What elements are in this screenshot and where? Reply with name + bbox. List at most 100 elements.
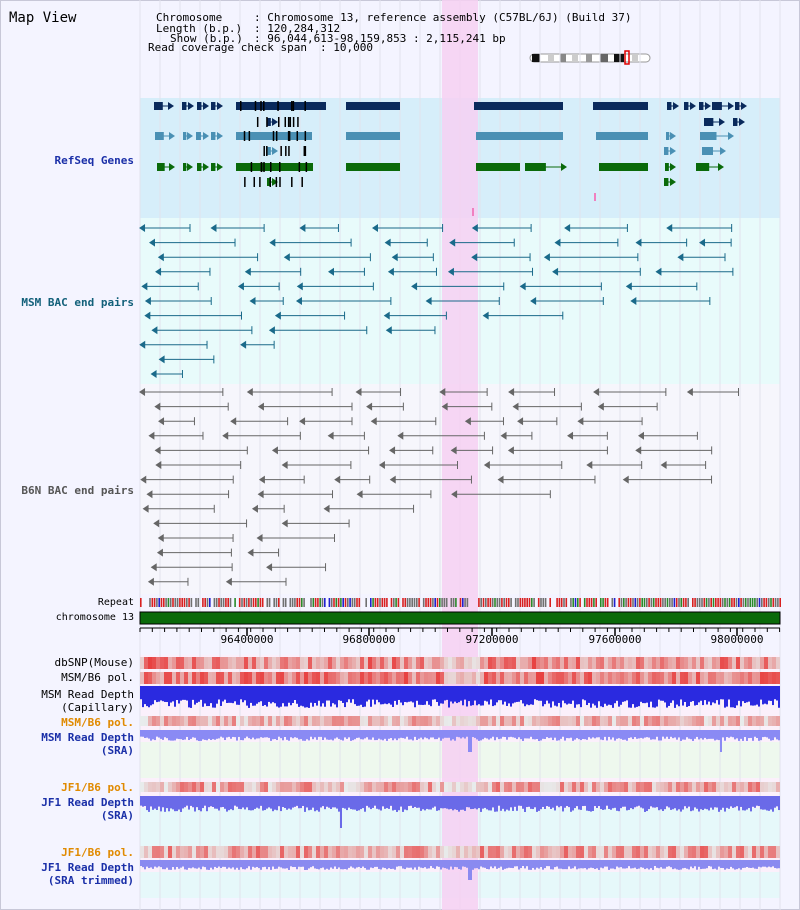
msm-capillary-depth-bar: [672, 686, 674, 701]
gene-direction-arrow: [720, 147, 726, 155]
jf1-b6-pol-label[interactable]: JF1/B6 pol.: [61, 781, 134, 794]
msm-sra-depth-bar: [766, 730, 768, 738]
dbsnp-heat: [616, 657, 620, 669]
jf1-sra-depth-bar: [512, 796, 514, 811]
jf1-sra-depth-bar: [526, 796, 528, 808]
jf1-trimmed-depth-bar: [346, 860, 348, 870]
repeat-feature: [197, 598, 200, 607]
repeat-feature: [556, 598, 558, 607]
repeat-feature: [650, 598, 653, 607]
msm-b6-pol-sra-label[interactable]: MSM/B6 pol.: [61, 716, 134, 729]
msm-b6-pol-heat: [500, 672, 504, 684]
jf1-sra-depth-bar: [382, 796, 384, 807]
msm-capillary-depth-bar: [284, 686, 286, 707]
jf1-trimmed-depth-bar: [760, 860, 762, 868]
msm-b6-pol-sra-heat: [264, 716, 268, 726]
msm-capillary-depth-bar: [282, 686, 284, 704]
msm-b6-pol-heat: [200, 672, 204, 684]
jf1-sra-depth-bar: [342, 796, 344, 808]
jf1-b6-pol-trimmed-heat: [140, 846, 144, 858]
jf1-b6-pol-heat: [168, 782, 172, 792]
jf1-sra-depth-bar: [596, 796, 598, 809]
msm-read-depth-sra-label[interactable]: MSM Read Depth: [41, 731, 134, 744]
jf1-sra-depth-bar: [728, 796, 730, 809]
jf1-b6-pol-trimmed-heat: [640, 846, 644, 858]
jf1-read-depth-trimmed-label[interactable]: JF1 Read Depth: [41, 861, 134, 874]
msm-sra-depth-bar: [524, 730, 526, 739]
jf1-b6-pol-trimmed-label[interactable]: JF1/B6 pol.: [61, 846, 134, 859]
jf1-sra-depth-bar: [602, 796, 604, 810]
jf1-sra-depth-bar: [608, 796, 610, 809]
jf1-trimmed-depth-bar: [632, 860, 634, 869]
msm-b6-pol-sra-heat: [228, 716, 232, 726]
jf1-trimmed-depth-bar: [182, 860, 184, 867]
repeat-feature: [342, 598, 344, 607]
ideogram-band: [560, 54, 566, 62]
repeat-feature: [765, 598, 768, 607]
jf1-sra-depth-bar: [216, 796, 218, 809]
msm-sra-depth-bar: [426, 730, 428, 739]
jf1-trimmed-depth-bar: [722, 860, 724, 868]
jf1-sra-depth-bar: [304, 796, 306, 812]
msm-capillary-depth-bar: [268, 686, 270, 702]
msm-bac-pair-end: [139, 224, 146, 232]
b6n-bac-label[interactable]: B6N BAC end pairs: [21, 484, 134, 497]
jf1-trimmed-depth-bar: [616, 860, 618, 867]
jf1-trimmed-depth-bar: [332, 860, 334, 869]
jf1-b6-pol-trimmed-heat: [632, 846, 636, 858]
msm-b6-pol-sra-heat: [184, 716, 188, 726]
msm-b6-pol-label[interactable]: MSM/B6 pol.: [61, 671, 134, 684]
jf1-trimmed-depth-bar: [670, 860, 672, 868]
jf1-b6-pol-heat: [328, 782, 332, 792]
msm-b6-pol-heat: [416, 672, 420, 684]
jf1-sra-depth-bar: [564, 796, 566, 808]
msm-capillary-depth-bar: [338, 686, 340, 701]
jf1-b6-pol-trimmed-heat: [680, 846, 684, 858]
jf1-sra-depth-bar: [368, 796, 370, 808]
repeat-feature: [381, 598, 384, 607]
msm-b6-pol-heat: [668, 672, 672, 684]
msm-sra-depth-bar: [748, 730, 750, 739]
msm-capillary-depth-bar: [668, 686, 670, 706]
jf1-sra-depth-bar: [378, 796, 380, 810]
jf1-trimmed-depth-bar: [468, 860, 470, 880]
msm-capillary-depth-bar: [224, 686, 226, 700]
msm-capillary-depth-bar: [490, 686, 492, 700]
ideogram-band: [586, 54, 592, 62]
jf1-b6-pol-heat: [760, 782, 764, 792]
msm-capillary-depth-bar: [418, 686, 420, 705]
jf1-trimmed-depth-bar: [340, 860, 342, 870]
msm-b6-pol-heat: [660, 672, 664, 684]
gene-direction-arrow: [718, 163, 724, 171]
msm-bac-pair-end: [387, 267, 394, 276]
jf1-sra-depth-bar: [530, 796, 532, 809]
jf1-b6-pol-trimmed-heat: [388, 846, 392, 858]
repeat-feature: [643, 598, 646, 607]
jf1-b6-pol-trimmed-heat: [684, 846, 688, 858]
msm-sra-depth-bar: [430, 730, 432, 738]
jf1-trimmed-depth-bar: [594, 860, 596, 870]
gene-direction-arrow: [169, 132, 175, 140]
msm-bac-label[interactable]: MSM BAC end pairs: [21, 296, 134, 309]
msm-sra-depth-bar: [440, 730, 442, 741]
msm-sra-depth-bar: [410, 730, 412, 740]
msm-b6-pol-heat: [328, 672, 332, 684]
msm-sra-depth-bar: [164, 730, 166, 738]
jf1-sra-depth-bar: [346, 796, 348, 811]
msm-sra-depth-bar: [240, 730, 242, 741]
msm-b6-pol-sra-heat: [380, 716, 384, 726]
dbsnp-label[interactable]: dbSNP(Mouse): [54, 656, 134, 669]
jf1-sra-depth-bar: [554, 796, 556, 811]
jf1-sra-depth-bar: [648, 796, 650, 810]
msm-capillary-depth-bar: [428, 686, 430, 705]
refseq-genes-label[interactable]: RefSeq Genes: [54, 154, 134, 167]
msm-sra-depth-bar: [350, 730, 352, 741]
jf1-read-depth-sra-label[interactable]: JF1 Read Depth: [41, 796, 134, 809]
msm-read-depth-capillary-label[interactable]: MSM Read Depth: [41, 688, 134, 701]
dbsnp-heat: [152, 657, 156, 669]
msm-sra-depth-bar: [142, 730, 144, 737]
jf1-trimmed-depth-bar: [494, 860, 496, 867]
msm-sra-depth-bar: [778, 730, 780, 741]
jf1-sra-depth-bar: [424, 796, 426, 811]
